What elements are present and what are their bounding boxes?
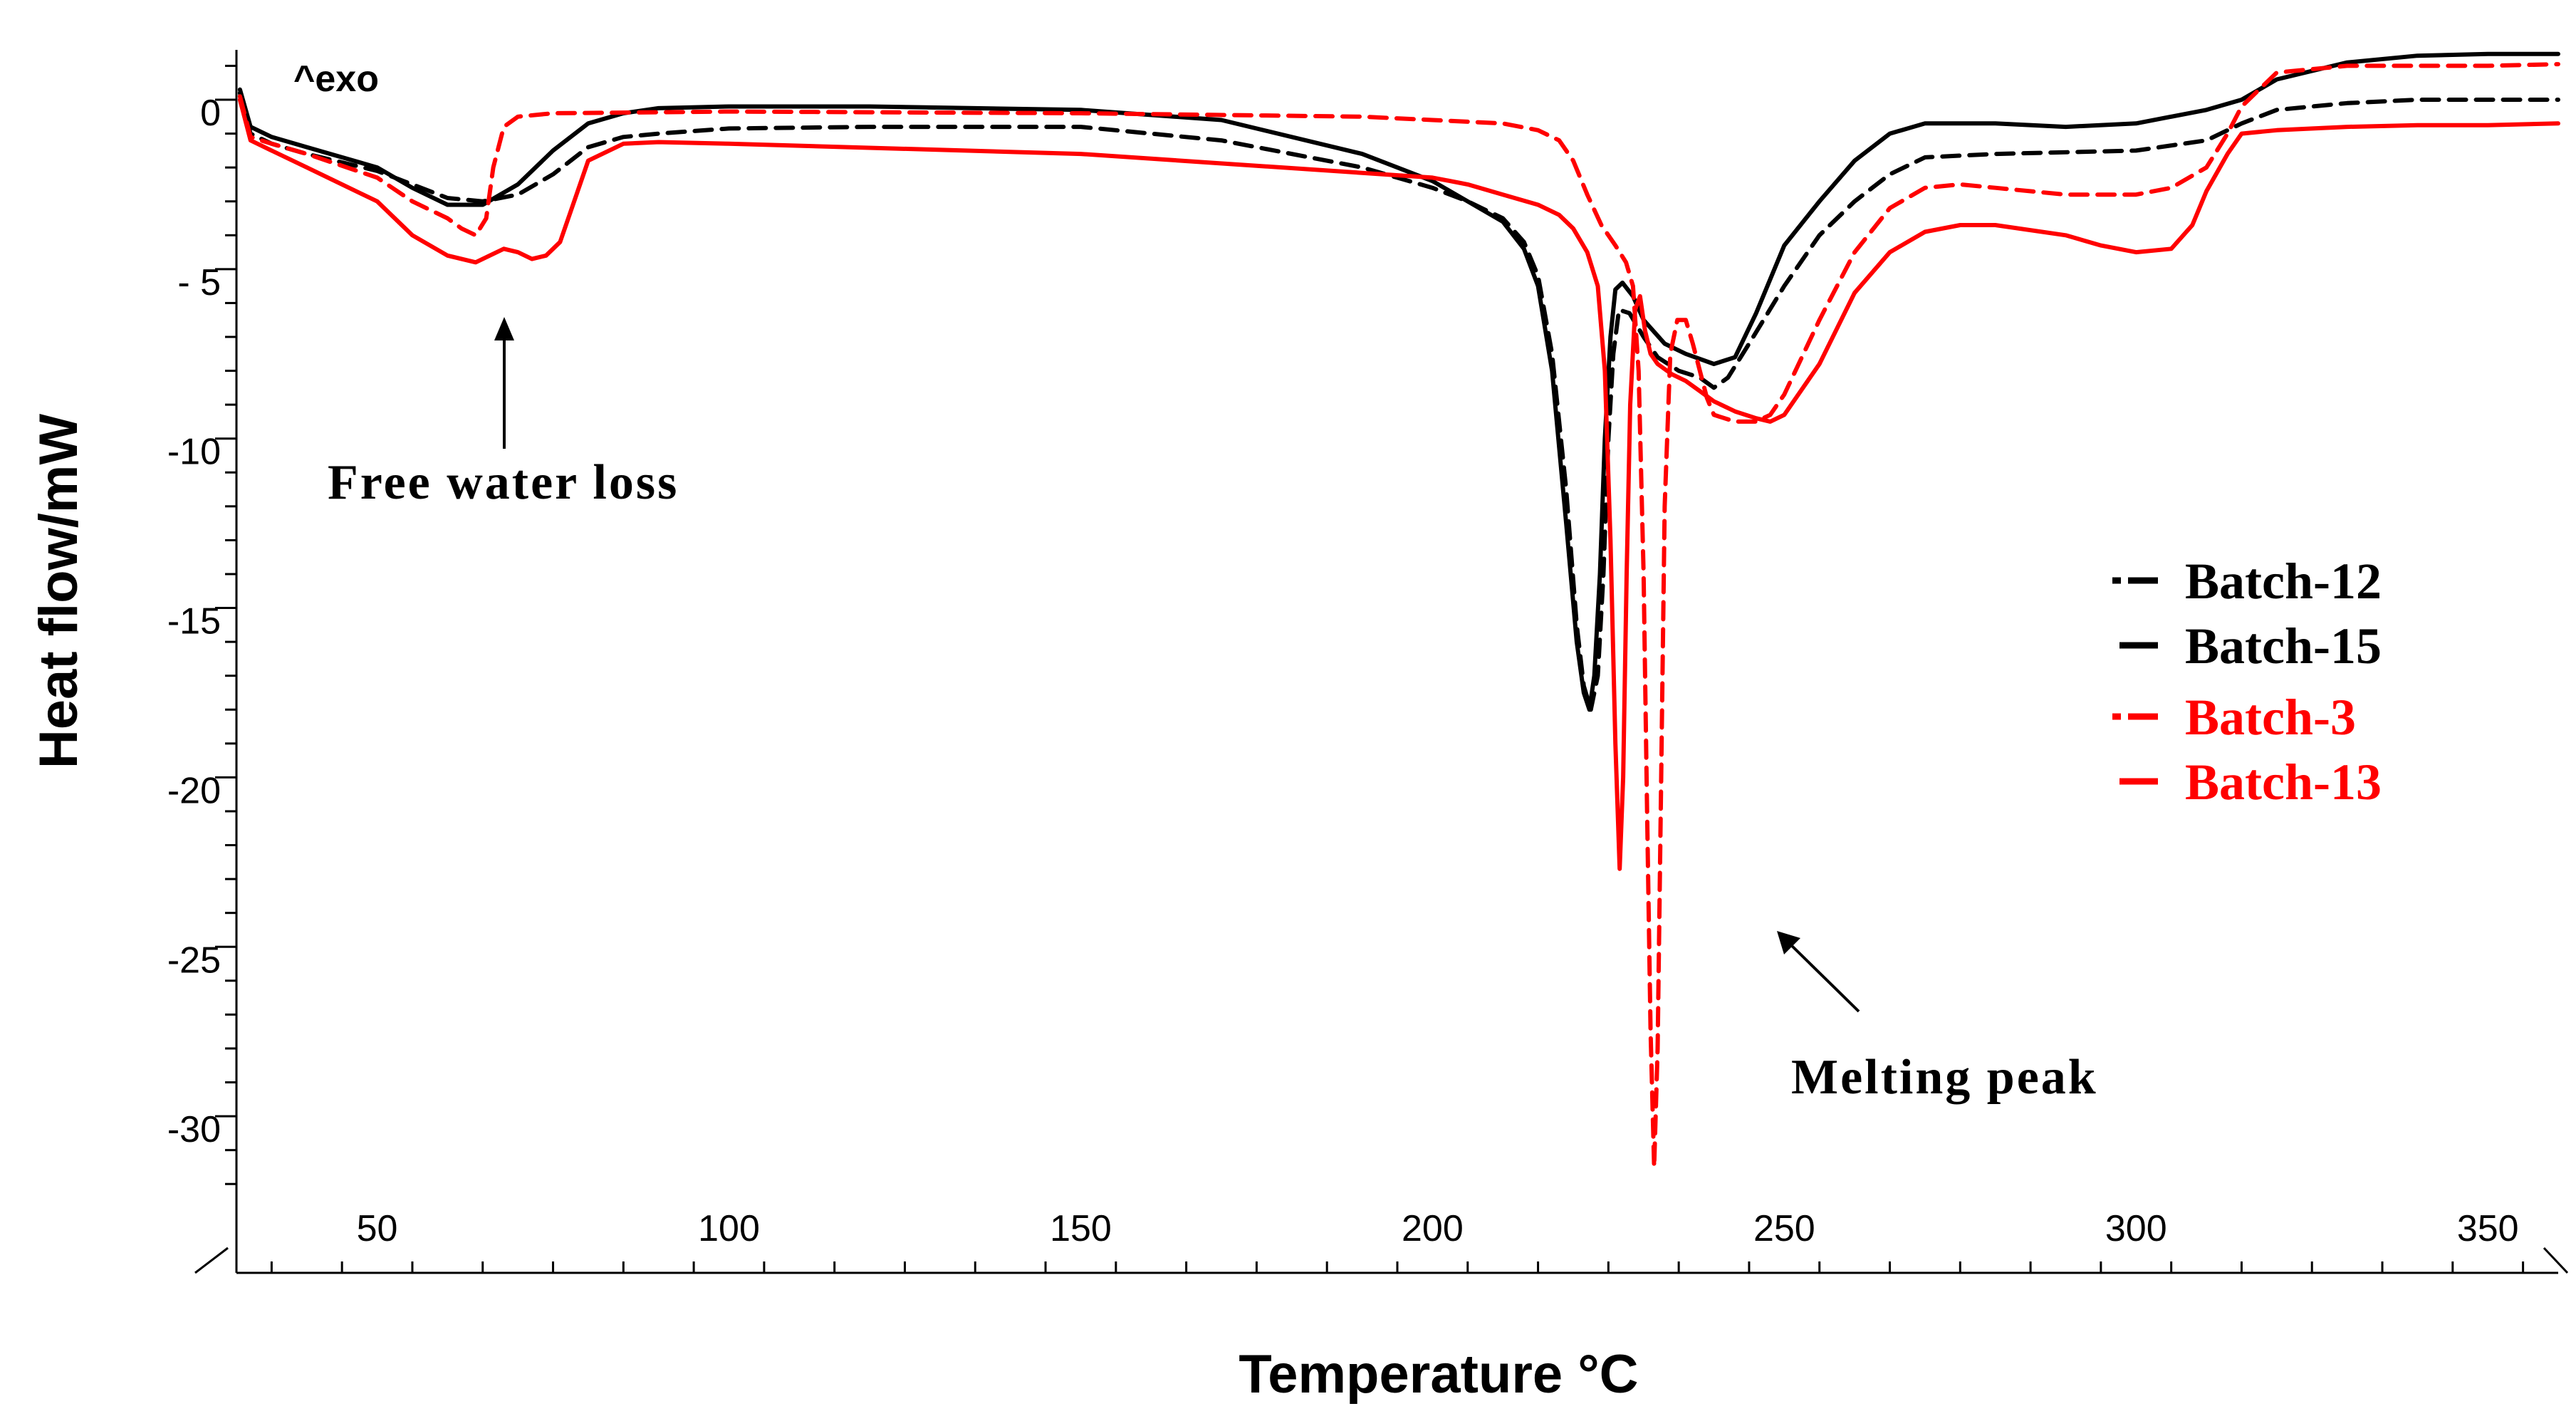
series-lines: [237, 51, 2560, 1170]
series-line-batch-15: [237, 51, 2560, 712]
y-axis-ticks: 0 - 5 -10 -15 -20 -25 -30: [167, 64, 236, 1185]
x-tick-label: 300: [2105, 1208, 2167, 1249]
series-line-batch-3: [237, 62, 2560, 1170]
y-tick-label: -10: [167, 432, 221, 473]
y-tick-label: -15: [167, 601, 221, 642]
exo-direction-label: ^exo: [293, 58, 379, 100]
axis-corner-mark-right: [2543, 1247, 2569, 1274]
legend-label-batch-13: Batch-13: [2185, 754, 2382, 811]
legend: Batch-12 Batch-15 Batch-3 Batch-13: [2112, 553, 2382, 811]
x-tick-label: 50: [357, 1208, 398, 1249]
y-tick-label: -30: [167, 1109, 221, 1150]
series-line-batch-13: [237, 98, 2560, 871]
x-axis-ticks: 50 100 150 200 250 300 350: [270, 1208, 2525, 1273]
legend-label-batch-12: Batch-12: [2185, 553, 2382, 610]
x-tick-label: 200: [1402, 1208, 1464, 1249]
x-tick-label: 350: [2457, 1208, 2519, 1249]
y-tick-label: 0: [200, 93, 221, 134]
y-tick-label: -20: [167, 770, 221, 811]
axis-corner-mark-left: [194, 1247, 229, 1274]
x-tick-label: 100: [698, 1208, 760, 1249]
y-axis-title: Heat flow/mW: [28, 414, 89, 769]
y-tick-label: -25: [167, 940, 221, 981]
arrow-free-water-loss: [494, 317, 514, 449]
series-line-batch-12: [237, 90, 2560, 712]
x-tick-label: 150: [1050, 1208, 1112, 1249]
arrow-melting-peak: [1777, 931, 1860, 1013]
y-tick-label: - 5: [177, 262, 221, 303]
legend-label-batch-15: Batch-15: [2185, 618, 2382, 675]
x-tick-label: 250: [1753, 1208, 1815, 1249]
x-axis-title: Temperature °C: [1239, 1344, 1638, 1405]
annotation-melting-peak: Melting peak: [1791, 1050, 2098, 1105]
legend-label-batch-3: Batch-3: [2185, 689, 2356, 746]
annotation-free-water-loss: Free water loss: [328, 455, 679, 510]
